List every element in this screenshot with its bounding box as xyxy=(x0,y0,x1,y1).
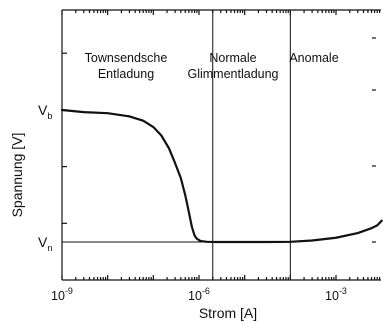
labels: Townsendsche Entladung Normale Glimmentladu… xyxy=(9,51,347,321)
y-level-label: Vn xyxy=(38,234,52,253)
region-label: Glimmentladung xyxy=(187,67,278,81)
discharge-curve xyxy=(60,108,383,244)
y-level-label: Vb xyxy=(38,102,52,121)
axes xyxy=(61,9,381,281)
region-label: Normale xyxy=(209,51,256,65)
curve-layer xyxy=(60,108,383,244)
y-axis-title: Spannung [V] xyxy=(9,133,25,218)
region-label: Townsendsche xyxy=(85,51,168,65)
x-tick-label: 10-6 xyxy=(188,286,210,303)
region-label: Entladung xyxy=(98,67,154,81)
region-label: Anomale xyxy=(289,51,338,65)
x-tick-label: 10-9 xyxy=(51,286,73,303)
x-axis-title: Strom [A] xyxy=(199,305,257,321)
x-tick-label: 10-3 xyxy=(325,286,347,303)
